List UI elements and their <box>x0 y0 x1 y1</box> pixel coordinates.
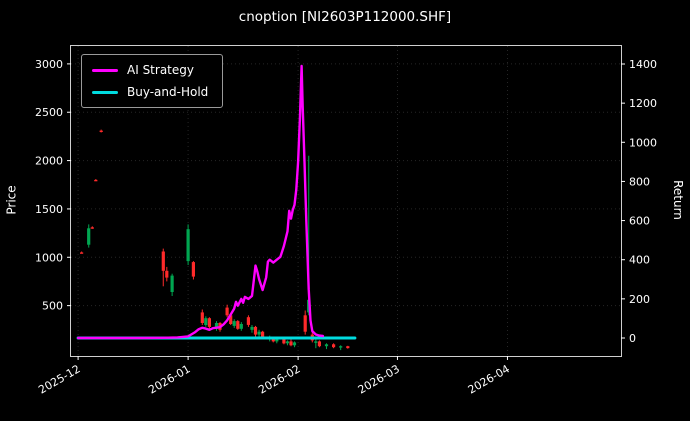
y-tick-label-right: 1400 <box>629 58 657 71</box>
y-axis-label-return: Return <box>671 180 686 220</box>
y-tick-label-right: 400 <box>629 254 650 267</box>
plot-area: 500 1000 1500 2000 2500 3000 0 200 400 600 800 1000… <box>35 45 657 397</box>
x-tick-label: 2026-01 <box>146 362 192 396</box>
y-tick-label-right: 800 <box>629 175 650 188</box>
y-tick-label-left: 500 <box>42 300 63 313</box>
y-tick-label-left: 2000 <box>35 155 63 168</box>
axes: 500 1000 1500 2000 2500 3000 0 200 400 600 800 1000… <box>35 58 657 397</box>
ai-strategy-line-swatch <box>92 68 118 72</box>
y-tick-label-left: 1000 <box>35 251 63 264</box>
buy-and-hold-line-swatch <box>92 90 118 94</box>
y-axis-label-return-wrap: Return <box>668 45 688 355</box>
legend-item-ai-strategy: AI Strategy <box>92 63 208 77</box>
legend: AI Strategy Buy-and-Hold <box>81 54 224 108</box>
y-tick-label-left: 2500 <box>35 106 63 119</box>
y-axis-label-price-wrap: Price <box>2 45 22 355</box>
legend-label-buy-and-hold: Buy-and-Hold <box>127 85 209 99</box>
ai-strategy-line <box>76 64 325 340</box>
x-tick-label: 2026-03 <box>356 362 402 396</box>
chart-title: cnoption [NI2603P112000.SHF] <box>238 9 452 25</box>
legend-label-ai-strategy: AI Strategy <box>127 63 194 77</box>
y-tick-label-right: 1200 <box>629 97 657 110</box>
y-tick-label-left: 3000 <box>35 58 63 71</box>
y-tick-label-right: 200 <box>629 293 650 306</box>
y-tick-label-right: 600 <box>629 215 650 228</box>
y-axis-label-price: Price <box>5 185 19 215</box>
candlestick-layer <box>80 129 350 351</box>
x-tick-label: 2026-04 <box>466 362 512 396</box>
y-tick-label-right: 0 <box>629 332 636 345</box>
x-tick-label: 2025-12 <box>36 362 82 396</box>
y-tick-label-left: 1500 <box>35 203 63 216</box>
y-tick-label-right: 1000 <box>629 136 657 149</box>
legend-item-buy-and-hold: Buy-and-Hold <box>92 85 208 99</box>
x-tick-label: 2026-02 <box>256 362 302 396</box>
